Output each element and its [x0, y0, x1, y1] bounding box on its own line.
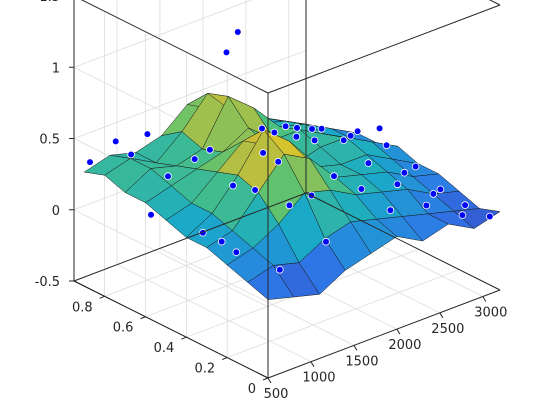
scatter-point [400, 168, 409, 177]
scatter-point [330, 172, 338, 180]
x-tick-label: 3000 [474, 306, 507, 321]
y-tick-label: 0.8 [72, 300, 93, 315]
scatter-point [485, 212, 494, 221]
surface [83, 93, 501, 300]
scatter-point [143, 130, 152, 138]
scatter-point [382, 141, 391, 150]
x-tick-mark [310, 361, 315, 367]
x-tick-label: 1500 [345, 354, 378, 369]
scatter-point [270, 128, 279, 137]
scatter-point [293, 124, 301, 132]
scatter-point [346, 131, 355, 140]
scatter-point [111, 137, 120, 146]
x-tick-mark [353, 345, 358, 351]
y-tick-label: 0.2 [194, 362, 215, 377]
scatter-point [292, 133, 301, 141]
y-tick-label: 0.6 [113, 321, 134, 336]
scatter-point [429, 190, 438, 198]
scatter-point [322, 237, 330, 246]
y-tick-mark [99, 295, 105, 299]
box-edge [267, 4, 501, 94]
scatter-point [206, 146, 214, 154]
y-tick-label: 0.4 [154, 341, 175, 356]
scatter-point [259, 149, 267, 157]
scatter-point [127, 150, 135, 159]
x-tick-label: 1000 [302, 371, 335, 386]
z-tick-label: 1.5 [39, 0, 60, 5]
box-edge [80, 0, 269, 94]
x-tick-mark [439, 312, 444, 319]
scatter-point [234, 28, 242, 36]
scatter-point [281, 122, 290, 131]
scatter-point [229, 181, 237, 190]
scatter-point [386, 206, 395, 215]
scatter-point [357, 185, 366, 193]
scatter-point [232, 248, 241, 257]
scatter-point [274, 157, 283, 166]
scatter-series [86, 28, 494, 274]
box-edge [488, 0, 501, 6]
scatter-point [285, 201, 294, 210]
x-tick-mark [267, 377, 272, 384]
box-edge [305, 192, 501, 291]
z-tick-label: 0.5 [39, 133, 60, 148]
x-tick-mark [482, 296, 487, 302]
scatter-point [147, 210, 155, 219]
axes [73, 0, 501, 379]
scatter-point [258, 124, 266, 133]
x-tick-label: 2500 [431, 322, 464, 337]
scatter-point [458, 211, 467, 219]
z-tick-label: 1 [52, 61, 60, 76]
y-tick-mark [181, 336, 187, 340]
scatter-point [364, 159, 373, 167]
scatter-point [339, 136, 348, 145]
scatter-point [222, 48, 231, 57]
scatter-point [422, 201, 431, 210]
scatter-point [375, 124, 384, 133]
scatter-point [251, 186, 259, 194]
scatter-point [164, 172, 172, 181]
x-tick-mark [396, 328, 401, 335]
scatter-point [275, 265, 284, 274]
scatter-point [86, 158, 94, 166]
scatter-point [317, 125, 326, 133]
x-tick-label: 500 [264, 387, 289, 402]
y-tick-label: 0 [248, 382, 256, 397]
scatter-point [353, 127, 362, 135]
y-tick-mark [262, 377, 269, 381]
x-axis-line [267, 289, 501, 379]
y-axis-line [73, 280, 269, 379]
z-tick-label: -0.5 [35, 275, 60, 290]
z-tick-label: 0 [52, 204, 60, 219]
scatter-point [310, 136, 319, 145]
y-tick-mark [221, 357, 228, 361]
scatter-point [308, 125, 316, 133]
scatter-point [190, 155, 199, 163]
scatter-point [411, 162, 420, 171]
scatter-point [436, 185, 445, 194]
box-edge [73, 192, 307, 282]
tick-labels: 500 1000 1500 2000 2500 3000 0 0.2 0.4 0.6 0.8 -0.5… [35, 0, 508, 402]
y-tick-mark [140, 316, 146, 320]
scatter-point [393, 180, 402, 189]
x-tick-label: 2000 [388, 338, 421, 353]
scatter-point [461, 201, 469, 209]
scatter-point [217, 237, 226, 246]
